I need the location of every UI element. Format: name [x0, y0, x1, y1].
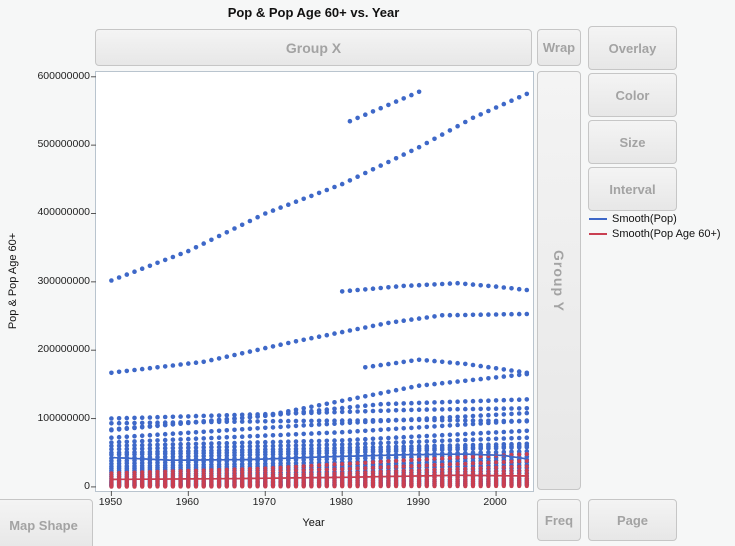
legend-swatch [589, 233, 607, 235]
y-tick-label: 400000000 [37, 206, 90, 219]
x-tick-label: 1980 [329, 496, 353, 508]
drop-zone-group-y[interactable]: Group Y [537, 71, 581, 490]
x-tick-label: 1960 [175, 496, 199, 508]
plot-area[interactable] [91, 71, 534, 496]
legend-label: Smooth(Pop) [612, 213, 677, 225]
drop-zone-size[interactable]: Size [588, 120, 677, 164]
y-tick-label: 600000000 [37, 69, 90, 82]
drop-zone-page[interactable]: Page [588, 499, 677, 541]
drop-zone-freq[interactable]: Freq [537, 499, 581, 541]
legend-item-smooth-pop60[interactable]: Smooth(Pop Age 60+) [589, 228, 721, 240]
y-tick-label: 300000000 [37, 274, 90, 287]
y-tick-label: 0 [84, 479, 90, 492]
x-axis-title: Year [302, 517, 325, 529]
legend-swatch [589, 218, 607, 220]
x-tick-label: 1950 [98, 496, 123, 508]
group-y-label: Group Y [551, 249, 567, 312]
drop-zone-color[interactable]: Color [588, 73, 677, 117]
drop-zone-wrap[interactable]: Wrap [537, 29, 581, 66]
x-tick-label: 1990 [406, 496, 430, 508]
x-tick-label: 1970 [252, 496, 276, 508]
x-tick-label: 2000 [483, 496, 507, 508]
drop-zone-group-x[interactable]: Group X [95, 29, 532, 66]
drop-zone-interval[interactable]: Interval [588, 167, 677, 211]
drop-zone-map-shape[interactable]: Map Shape [0, 499, 93, 546]
y-tick-label: 500000000 [37, 138, 90, 151]
chart-title: Pop & Pop Age 60+ vs. Year [227, 5, 400, 20]
legend: Smooth(Pop) Smooth(Pop Age 60+) [589, 213, 721, 243]
legend-label: Smooth(Pop Age 60+) [612, 228, 721, 240]
plot-svg[interactable] [91, 72, 533, 496]
legend-item-smooth-pop[interactable]: Smooth(Pop) [589, 213, 721, 225]
y-tick-label: 200000000 [37, 343, 90, 356]
drop-zone-overlay[interactable]: Overlay [588, 26, 677, 70]
y-tick-label: 100000000 [37, 411, 90, 424]
